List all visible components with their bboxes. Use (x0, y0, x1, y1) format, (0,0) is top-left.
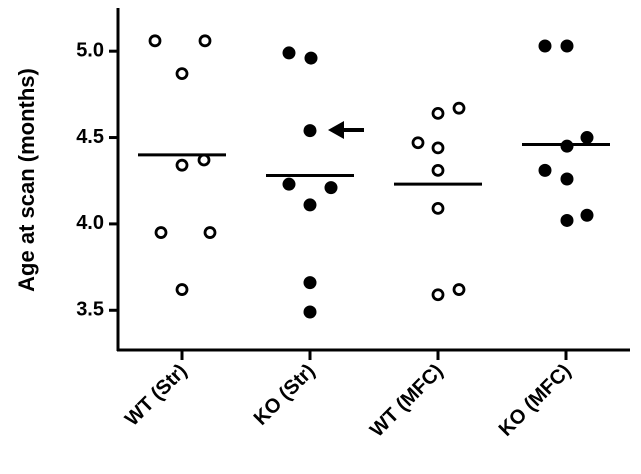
data-point (431, 106, 445, 120)
data-point (452, 283, 466, 296)
y-axis-title: Age at scan (months) (14, 68, 39, 292)
data-point (411, 136, 425, 150)
y-tick-label: 5.0 (76, 39, 104, 61)
data-point (303, 198, 317, 212)
data-point (560, 213, 574, 227)
data-point (324, 181, 338, 195)
data-point (282, 46, 296, 60)
data-point (175, 283, 189, 296)
data-point (431, 163, 445, 177)
data-point (431, 288, 445, 302)
data-point (431, 141, 445, 155)
data-point (560, 172, 574, 186)
data-point (560, 39, 574, 53)
data-point (538, 39, 552, 53)
data-point (197, 153, 211, 167)
data-point (198, 34, 212, 48)
data-point (303, 124, 317, 138)
data-point (148, 34, 162, 48)
x-tick-label: KO (MFC) (495, 360, 576, 441)
data-point (282, 177, 296, 191)
data-point (580, 131, 594, 145)
data-point (304, 51, 318, 65)
x-tick-label: WT (Str) (121, 360, 192, 431)
data-point (431, 201, 445, 215)
data-point (560, 139, 574, 153)
x-tick-label: KO (Str) (250, 360, 320, 430)
annotation-arrow (328, 121, 364, 139)
y-tick-label: 4.0 (76, 212, 104, 234)
data-point (538, 163, 552, 177)
data-point (154, 226, 168, 239)
x-tick-label: WT (MFC) (366, 360, 448, 442)
data-point (580, 208, 594, 222)
y-tick-label: 4.5 (76, 126, 104, 148)
data-point (303, 276, 317, 290)
data-point (175, 67, 189, 81)
y-tick-label: 3.5 (76, 299, 104, 321)
data-point (175, 158, 189, 172)
data-point (303, 305, 317, 319)
data-point (203, 226, 217, 239)
data-point (452, 101, 466, 115)
